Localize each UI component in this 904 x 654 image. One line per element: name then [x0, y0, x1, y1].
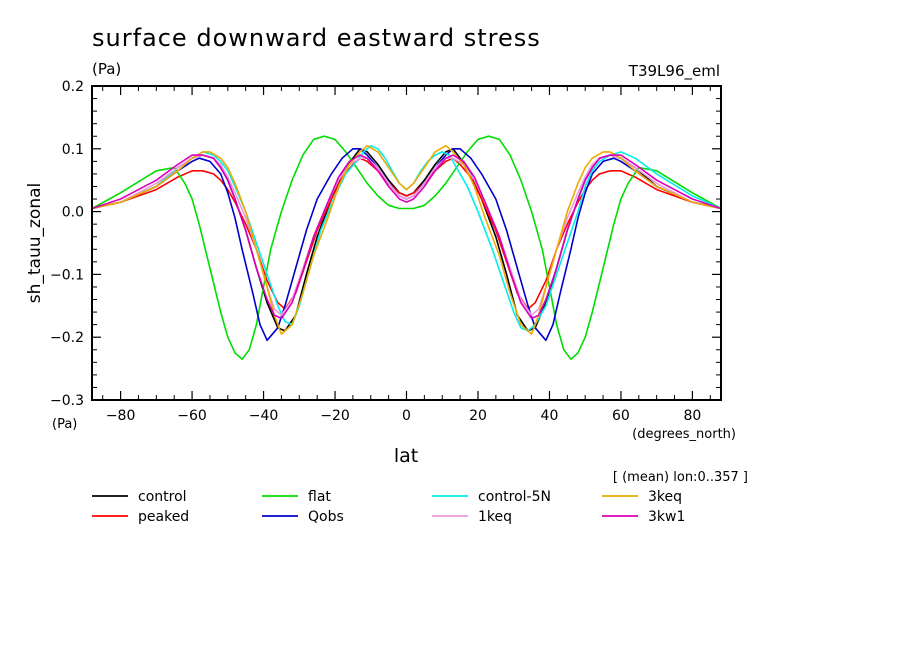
y-tick-label: 0.0	[62, 205, 84, 221]
y-tick-label: 0.1	[62, 142, 84, 158]
plot-frame	[91, 85, 722, 401]
series-line-3kw1	[91, 154, 722, 320]
x-tick-label: 40	[541, 408, 559, 424]
y-tick-label: 0.2	[62, 79, 84, 95]
y-tick-label: −0.3	[50, 393, 84, 409]
run-label: T39L96_eml	[628, 62, 720, 81]
series-line-3keq	[91, 144, 722, 335]
x-tick-label: 0	[402, 408, 411, 424]
x-tick-label: 20	[469, 408, 487, 424]
x-axis-label: lat	[394, 445, 418, 467]
legend-label-3kw1: 3kw1	[648, 509, 685, 525]
legend-label-1keq: 1keq	[478, 509, 512, 525]
legend-label-flat: flat	[308, 489, 331, 505]
x-tick-label: −40	[249, 408, 279, 424]
series-line-flat	[91, 135, 722, 361]
x-units-label: (degrees_north)	[632, 427, 736, 442]
series-line-control	[91, 148, 722, 332]
legend-label-3keq: 3keq	[648, 489, 682, 505]
legend: control peaked flat Qobs control-5N 1keq 3keq 3…	[92, 489, 685, 525]
chart-title: surface downward eastward stress	[92, 24, 541, 52]
series-line-qobs	[91, 148, 722, 342]
series-line-peaked	[91, 157, 722, 310]
y-tick-label: −0.2	[50, 330, 84, 346]
legend-label-qobs: Qobs	[308, 509, 344, 525]
x-tick-label: 80	[683, 408, 701, 424]
mean-note: [ (mean) lon:0..357 ]	[613, 470, 748, 485]
axis-ticks: −80 −60 −40 −20 0 20 40 60 80 −0.3 −0.2 −0.1 0.0 0.1 0…	[50, 79, 721, 424]
legend-label-control: control	[138, 489, 187, 505]
series-line-1keq	[91, 154, 722, 317]
series-lines	[91, 135, 722, 361]
units-label: (Pa)	[92, 60, 121, 78]
legend-label-peaked: peaked	[138, 509, 189, 525]
x-tick-label: −20	[320, 408, 350, 424]
y-axis-label: sh_tauu_zonal	[25, 183, 45, 304]
x-tick-label: 60	[612, 408, 630, 424]
x-tick-label: −80	[106, 408, 136, 424]
y-units-label: (Pa)	[52, 417, 77, 432]
x-tick-label: −60	[177, 408, 207, 424]
y-tick-label: −0.1	[50, 267, 84, 283]
legend-label-control-5n: control-5N	[478, 489, 551, 505]
